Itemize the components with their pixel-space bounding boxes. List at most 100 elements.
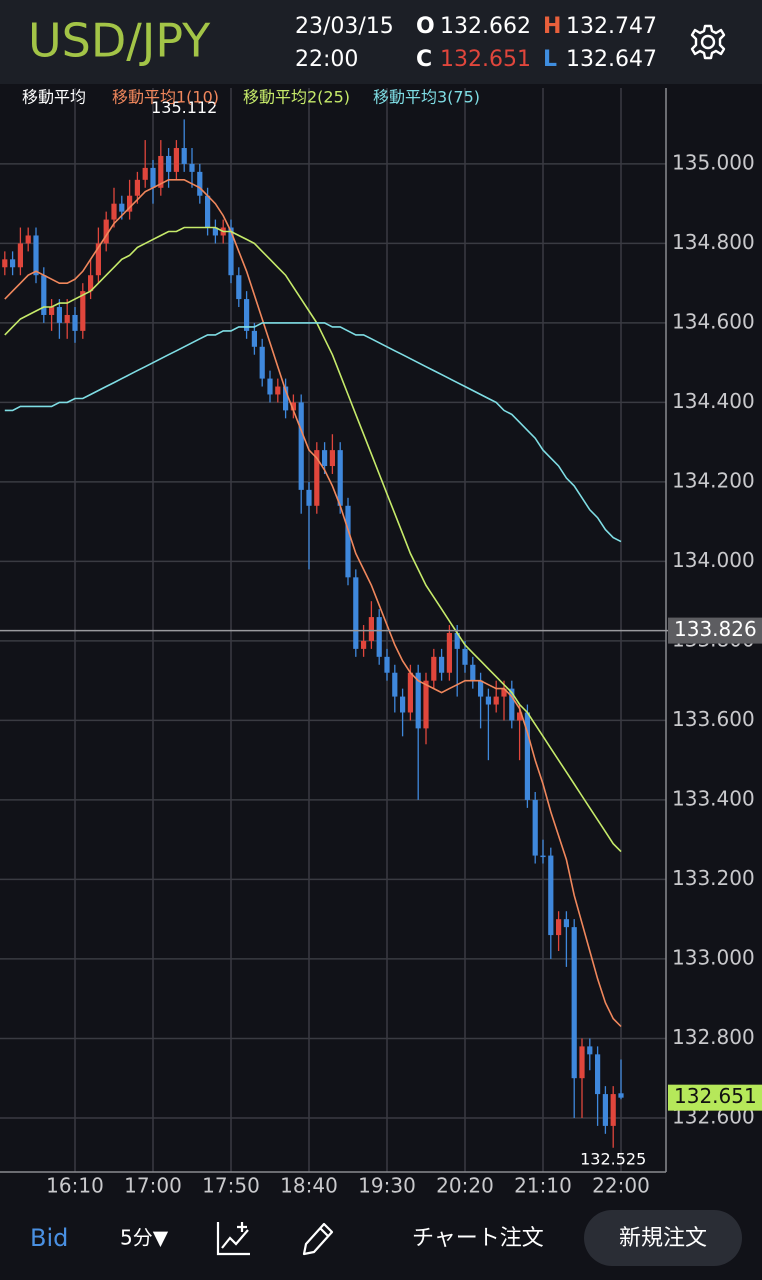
candle-body — [470, 664, 476, 681]
candle-body — [368, 617, 374, 641]
candle-body — [33, 235, 39, 276]
y-tick-label: 134.000 — [672, 548, 755, 572]
candle-body — [548, 855, 554, 936]
candle-body — [103, 219, 109, 244]
open-label: O — [416, 14, 435, 39]
indicator-title: 移動平均 — [22, 88, 86, 107]
legend-entry: 移動平均2(25) — [243, 88, 350, 107]
candle-body — [493, 696, 499, 705]
candle-body — [524, 712, 530, 800]
settings-icon[interactable] — [690, 24, 726, 60]
chart-order[interactable]: チャート注文 — [412, 1226, 544, 1251]
candle-body — [532, 799, 538, 856]
indicator-icon[interactable] — [216, 1222, 250, 1256]
price-type[interactable]: Bid — [30, 1224, 68, 1252]
candle-body — [181, 148, 187, 164]
reference-tag — [668, 617, 762, 644]
moving-average-line — [4, 226, 622, 853]
candle-body — [80, 291, 86, 331]
candle-body — [134, 179, 140, 196]
icon-line — [221, 1229, 249, 1249]
candle-body — [56, 307, 62, 323]
candle-body — [540, 855, 546, 858]
candle-body — [111, 203, 117, 220]
candle-body — [298, 402, 304, 490]
x-tick-label: 16:10 — [46, 1174, 104, 1198]
candle-body — [205, 195, 211, 228]
x-tick-label: 17:50 — [202, 1174, 260, 1198]
low-annotation: 132.525 — [580, 1149, 646, 1168]
candle-body — [64, 314, 70, 323]
high-annotation: 135.112 — [151, 98, 217, 117]
low-value: 132.647 — [566, 47, 657, 72]
x-tick-label: 18:40 — [280, 1174, 338, 1198]
candle-body — [563, 919, 569, 928]
candle-body — [361, 640, 367, 649]
plot: 132.600132.800133.000133.200133.400133.6… — [0, 88, 762, 1198]
candle-body — [119, 203, 125, 212]
candle-body — [407, 672, 413, 713]
moving-average-line — [4, 179, 622, 1028]
candle-body — [602, 1094, 608, 1126]
candle-body — [88, 275, 94, 292]
y-tick-label: 134.400 — [672, 389, 755, 413]
header-bar — [0, 0, 762, 84]
candle-body — [49, 307, 55, 315]
candle-body — [72, 314, 78, 331]
interval[interactable]: 5分▼ — [120, 1226, 169, 1250]
candle-body — [228, 227, 234, 276]
gear-center — [700, 34, 716, 50]
x-tick-label: 22:00 — [592, 1174, 650, 1198]
new-order-label[interactable]: 新規注文 — [619, 1226, 707, 1251]
y-tick-label: 133.000 — [672, 945, 755, 969]
draw-icon[interactable] — [302, 1222, 334, 1256]
candle-body — [517, 712, 523, 721]
candle-body — [158, 155, 164, 188]
candle-body — [501, 688, 507, 697]
candle-body — [439, 656, 445, 673]
candle-body — [290, 402, 296, 411]
x-tick-label: 17:00 — [124, 1174, 182, 1198]
candle-body — [173, 148, 179, 172]
candle-body — [212, 227, 218, 236]
new-order-button[interactable] — [584, 1210, 742, 1266]
y-tick-label: 133.600 — [672, 707, 755, 731]
candle-body — [142, 167, 148, 180]
legend-entry: 移動平均1(10) — [112, 88, 219, 107]
toolbar: Bid 5分▼ チャート注文 新規注文 — [30, 1210, 742, 1266]
candle-body — [454, 632, 460, 649]
candle-body — [236, 275, 242, 300]
candle-body — [415, 672, 421, 729]
high-value: 132.747 — [566, 14, 657, 39]
candle-body — [10, 259, 16, 268]
candle-body — [485, 696, 491, 705]
gear-outline — [690, 24, 726, 60]
candle-body — [166, 155, 172, 172]
candle-body — [431, 656, 437, 681]
candle-body — [579, 1046, 585, 1079]
candle-body — [150, 167, 156, 188]
y-tick-label: 133.200 — [672, 866, 755, 890]
current-price-label: 132.651 — [674, 1084, 757, 1108]
y-tick-label: 132.800 — [672, 1025, 755, 1049]
low-label: L — [543, 47, 557, 72]
candle-body — [595, 1054, 601, 1095]
icon-pencil — [302, 1222, 334, 1256]
close-value: 132.651 — [440, 47, 531, 72]
candle-body — [556, 919, 562, 936]
candle-body — [587, 1046, 593, 1055]
x-tick-label: 19:30 — [358, 1174, 416, 1198]
candle-body — [618, 1093, 624, 1098]
candle-body — [446, 632, 452, 673]
x-tick-label: 20:20 — [436, 1174, 494, 1198]
current-price-tag — [668, 1084, 762, 1111]
candle-body — [17, 243, 23, 268]
candle-body — [392, 672, 398, 697]
candle-body — [329, 450, 335, 467]
candle-body — [251, 330, 257, 347]
close-label: C — [416, 47, 432, 72]
candle-body — [314, 450, 320, 506]
candle-body — [610, 1094, 616, 1126]
y-tick-label: 134.200 — [672, 468, 755, 492]
